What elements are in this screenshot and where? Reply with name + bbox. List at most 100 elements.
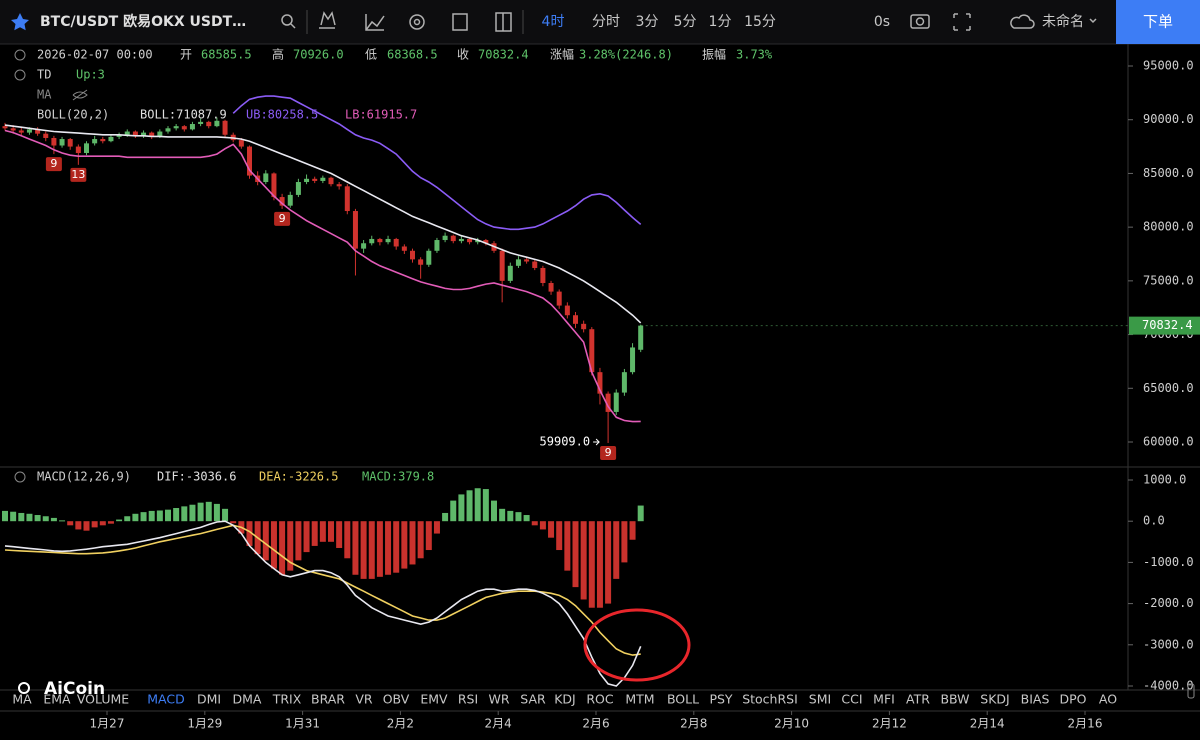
indicator-tab[interactable]: MACD [147, 692, 184, 707]
macd-bar [165, 509, 171, 522]
fullscreen-icon[interactable] [953, 13, 971, 31]
indicator-tab[interactable]: StochRSI [742, 692, 798, 707]
indicator-label: UB:80258.5 [246, 108, 318, 122]
boll-lower [4, 129, 641, 423]
indicator-tab[interactable]: CCI [841, 692, 862, 707]
candle-body [116, 134, 122, 137]
indicator-tab[interactable]: DPO [1059, 692, 1086, 707]
cloud-icon[interactable] [1010, 14, 1035, 29]
crown-icon[interactable] [319, 11, 336, 29]
layout-name[interactable]: 未命名 [1042, 13, 1084, 30]
indicator-label: BOLL(20,2) [37, 108, 109, 122]
indicator-tab[interactable]: BRAR [311, 692, 345, 707]
indicator-tab[interactable]: SKDJ [980, 692, 1009, 707]
indicator-tab[interactable]: BOLL [667, 692, 699, 707]
interval[interactable]: 1分 [709, 14, 732, 30]
candle-body [214, 120, 220, 127]
interval[interactable]: 分时 [592, 14, 620, 30]
indicator-tab[interactable]: SAR [520, 692, 546, 707]
candle-body [84, 143, 89, 154]
indicator-label: Up:3 [76, 68, 105, 82]
search-icon[interactable] [281, 14, 293, 26]
camera-lens [915, 17, 925, 26]
search-icon-handle [290, 23, 296, 29]
candle-body [75, 146, 81, 154]
interval[interactable]: 3分 [636, 14, 659, 30]
indicator-tab[interactable]: BBW [940, 692, 969, 707]
order-button[interactable] [1116, 0, 1200, 44]
indicator-tab[interactable]: KDJ [554, 692, 576, 707]
candle-body [51, 137, 57, 146]
logo: AiCoin [44, 679, 105, 699]
candle-body [2, 126, 8, 129]
macd-bar [287, 521, 294, 571]
settings-icon[interactable] [409, 14, 425, 30]
dropdown-caret [1089, 18, 1097, 24]
candle-body [564, 305, 570, 316]
indicator-label: DEA:-3226.5 [259, 470, 338, 484]
symbol[interactable]: BTC/USDT 欧易OKX USDT… [40, 13, 246, 30]
interval[interactable]: 5分 [674, 14, 697, 30]
date-label: 2月2 [387, 717, 414, 731]
indicator-tab[interactable]: DMI [197, 692, 221, 707]
candle-body [263, 173, 269, 183]
macd-bar [50, 517, 57, 522]
collapse-icon[interactable] [14, 49, 26, 61]
candle-body [67, 139, 73, 147]
candle-body [124, 131, 130, 135]
indicator-tab[interactable]: ATR [906, 692, 930, 707]
collapse-icon[interactable] [14, 69, 26, 81]
indicator-tab[interactable]: ROC [586, 692, 614, 707]
indicator-icon[interactable] [365, 14, 385, 31]
info-label: 开 [180, 48, 192, 62]
favorite-star[interactable] [11, 13, 29, 31]
candle-body [43, 133, 49, 138]
date-label: 2月12 [872, 717, 907, 731]
indicator-tab[interactable]: RSI [458, 692, 478, 707]
macd-bar [99, 521, 106, 526]
candle-body [385, 238, 391, 243]
macd-bar [531, 521, 538, 526]
macd-bar [417, 521, 424, 559]
indicator-tab[interactable]: DMA [233, 692, 262, 707]
macd-bar [393, 521, 400, 573]
order-button-label[interactable]: 下单 [1143, 13, 1173, 31]
interval[interactable]: 4时 [542, 14, 565, 30]
info-value: 70832.4 [478, 48, 529, 62]
indicator-tab[interactable]: MTM [625, 692, 654, 707]
interval[interactable]: 15分 [744, 14, 776, 30]
macd-tick-label: -1000.0 [1143, 555, 1194, 569]
indicator-tab[interactable]: WR [488, 692, 509, 707]
indicator-tab[interactable]: MFI [873, 692, 895, 707]
candle-body [434, 240, 440, 251]
macd-bar [360, 521, 367, 579]
indicator-tab[interactable]: VOLUME [77, 692, 129, 707]
collapse-icon[interactable] [14, 471, 26, 483]
hidden-eye-icon[interactable] [72, 89, 88, 101]
candle-body [247, 146, 252, 176]
indicator-tab[interactable]: OBV [383, 692, 410, 707]
indicator-tab[interactable]: MA [12, 692, 32, 707]
macd-bar [303, 521, 310, 553]
indicator-tab[interactable]: EMA [43, 692, 71, 707]
candle-body [638, 325, 644, 350]
macd-bar [140, 512, 147, 522]
candle-body [589, 329, 595, 373]
indicator-tab[interactable]: AO [1099, 692, 1117, 707]
template-icon[interactable] [452, 13, 468, 31]
low-marker: 59909.0 [540, 434, 591, 448]
macd-bar [352, 521, 359, 575]
camera-icon[interactable] [910, 14, 930, 29]
indicator-tab[interactable]: EMV [420, 692, 448, 707]
macd-bar [262, 521, 269, 561]
indicator-tab[interactable]: BIAS [1021, 692, 1050, 707]
indicator-tab[interactable]: VR [355, 692, 373, 707]
low-arrow [593, 438, 600, 446]
candle-body [59, 139, 65, 146]
candle-body [483, 240, 489, 244]
y-tick-label: 65000.0 [1143, 381, 1194, 395]
macd-bar [596, 521, 603, 608]
indicator-tab[interactable]: TRIX [272, 692, 302, 707]
indicator-tab[interactable]: PSY [709, 692, 732, 707]
indicator-tab[interactable]: SMI [809, 692, 831, 707]
